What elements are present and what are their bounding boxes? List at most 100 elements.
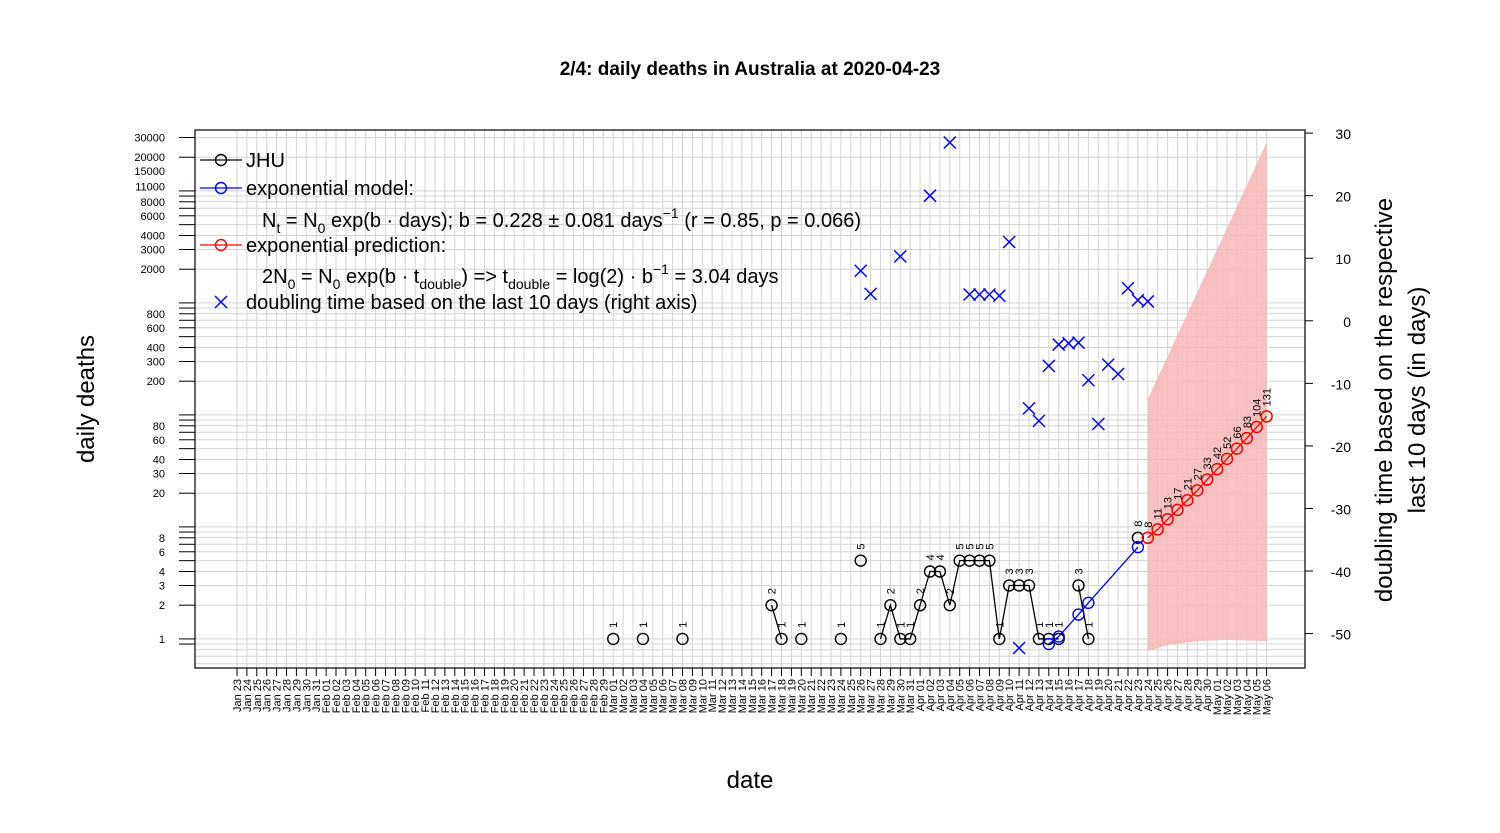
legend-jhu-marker bbox=[214, 153, 228, 167]
x-tick-label: Mar 02 bbox=[618, 679, 630, 713]
x-tick-label: Feb 03 bbox=[341, 679, 353, 713]
jhu-marker bbox=[884, 599, 897, 612]
x-tick-label: Mar 10 bbox=[697, 679, 709, 713]
doubling-marker-stroke bbox=[893, 249, 907, 263]
prediction-marker bbox=[1141, 531, 1155, 545]
x-tick-label: Apr 25 bbox=[1153, 679, 1165, 711]
jhu-marker bbox=[834, 632, 848, 646]
jhu-value-label: 1 bbox=[1034, 622, 1046, 628]
x-tick-label: Feb 21 bbox=[519, 679, 531, 713]
model-marker bbox=[1072, 608, 1085, 621]
doubling-marker bbox=[972, 287, 987, 302]
doubling-marker bbox=[1012, 641, 1026, 655]
jhu-marker bbox=[913, 599, 927, 612]
x-tick-label: Apr 11 bbox=[1014, 679, 1026, 711]
prediction-value-label: 104 bbox=[1252, 399, 1264, 417]
jhu-value-label: 1 bbox=[895, 622, 907, 628]
legend-model: exponential model: bbox=[246, 178, 414, 200]
y2-axis-label-line1: doubling time based on the respective bbox=[1371, 198, 1398, 602]
x-tick-label: Apr 08 bbox=[984, 679, 996, 711]
y-tick-label: 800 bbox=[147, 309, 165, 321]
x-tick-label: Jan 29 bbox=[291, 679, 303, 712]
prediction-value-label: 66 bbox=[1232, 426, 1244, 438]
prediction-marker bbox=[1240, 431, 1254, 445]
x-tick-label: Mar 30 bbox=[895, 679, 907, 713]
y2-tick-label: 10 bbox=[1335, 251, 1351, 267]
x-tick-label: Apr 19 bbox=[1093, 679, 1105, 711]
x-tick-label: Apr 01 bbox=[915, 679, 927, 711]
x-tick-label: Mar 27 bbox=[866, 679, 878, 713]
x-tick-label: Mar 03 bbox=[628, 679, 640, 713]
x-tick-label: Mar 16 bbox=[757, 679, 769, 713]
chart-title: 2/4: daily deaths in Australia at 2020-0… bbox=[560, 59, 941, 80]
jhu-marker bbox=[874, 632, 887, 646]
y2-tick-label: -20 bbox=[1331, 439, 1351, 455]
formula-part: = N bbox=[295, 266, 332, 288]
doubling-marker bbox=[1062, 336, 1076, 350]
y-tick-label: 80 bbox=[153, 421, 165, 433]
x-tick-label: Apr 09 bbox=[994, 679, 1006, 711]
doubling-marker bbox=[1141, 294, 1155, 308]
doubling-marker-stroke bbox=[864, 287, 878, 301]
y-tick-label: 6000 bbox=[141, 211, 165, 223]
x-tick-label: May 03 bbox=[1232, 679, 1244, 715]
model-line bbox=[1048, 546, 1139, 645]
x-tick-label: Apr 23 bbox=[1133, 679, 1145, 711]
jhu-marker bbox=[993, 632, 1006, 646]
x-tick-label: Feb 13 bbox=[440, 679, 452, 713]
doubling-marker-stroke bbox=[943, 135, 957, 150]
y2-axis-label-line2: last 10 days (in days) bbox=[1404, 287, 1431, 514]
x-tick-label: Mar 24 bbox=[836, 679, 848, 713]
doubling-marker bbox=[992, 289, 1006, 303]
jhu-value-label: 3 bbox=[1074, 568, 1086, 574]
y-tick-label: 1 bbox=[159, 634, 165, 646]
x-tick-label: Feb 07 bbox=[381, 679, 393, 713]
formula-part: (r = 0.85, p = 0.066) bbox=[679, 210, 861, 232]
x-tick-label: Mar 25 bbox=[846, 679, 858, 713]
doubling-marker bbox=[963, 287, 977, 302]
jhu-value-label: 1 bbox=[678, 622, 690, 628]
doubling-marker bbox=[1111, 367, 1125, 381]
jhu-value-label: 2 bbox=[945, 588, 957, 594]
doubling-marker-stroke bbox=[1081, 373, 1095, 387]
doubling-marker bbox=[1081, 373, 1095, 387]
y-tick-label: 30000 bbox=[134, 132, 165, 144]
y-tick-label: 200 bbox=[147, 376, 165, 388]
doubling-marker-stroke bbox=[1111, 367, 1125, 381]
prediction-marker bbox=[1171, 503, 1184, 517]
doubling-marker bbox=[1071, 336, 1086, 350]
y-tick-label: 8000 bbox=[141, 197, 165, 209]
jhu-marker bbox=[636, 632, 650, 646]
x-tick-label: Feb 19 bbox=[499, 679, 511, 713]
jhu-marker bbox=[973, 554, 986, 567]
y2-tick-label: -50 bbox=[1331, 627, 1351, 643]
legend-model-marker bbox=[214, 181, 228, 195]
prediction-band-area bbox=[1147, 142, 1267, 652]
jhu-value-label: 1 bbox=[796, 622, 808, 628]
x-tick-label: Jan 28 bbox=[282, 679, 294, 712]
formula-part: exp(b · t bbox=[340, 266, 419, 288]
prediction-marker bbox=[1250, 420, 1263, 434]
model-marker bbox=[1052, 630, 1065, 643]
formula-sup: −1 bbox=[653, 261, 669, 277]
x-tick-label: Feb 18 bbox=[489, 679, 501, 713]
formula-sup: −1 bbox=[663, 205, 679, 221]
prediction-value-label: 8 bbox=[1143, 522, 1155, 528]
jhu-value-label: 2 bbox=[915, 588, 927, 594]
doubling-marker-stroke bbox=[1042, 359, 1056, 373]
prediction-marker bbox=[1200, 473, 1214, 486]
x-tick-label: Apr 29 bbox=[1192, 679, 1204, 711]
x-tick-label: Mar 21 bbox=[806, 679, 818, 713]
x-tick-label: Apr 15 bbox=[1054, 679, 1066, 711]
y-tick-label: 3000 bbox=[141, 244, 165, 256]
jhu-marker bbox=[1072, 579, 1085, 592]
x-tick-label: Mar 19 bbox=[786, 679, 798, 713]
formula-part: = N bbox=[280, 210, 317, 232]
point-labels: 1 1 121 1 1512112442555513331113188111317212… bbox=[608, 388, 1273, 628]
prediction-value-label: 131 bbox=[1262, 388, 1274, 406]
x-tick-label: Apr 02 bbox=[925, 679, 937, 711]
y-tick-label: 8 bbox=[159, 533, 165, 545]
jhu-marker bbox=[923, 565, 937, 578]
jhu-value-label: 3 bbox=[1014, 568, 1026, 574]
